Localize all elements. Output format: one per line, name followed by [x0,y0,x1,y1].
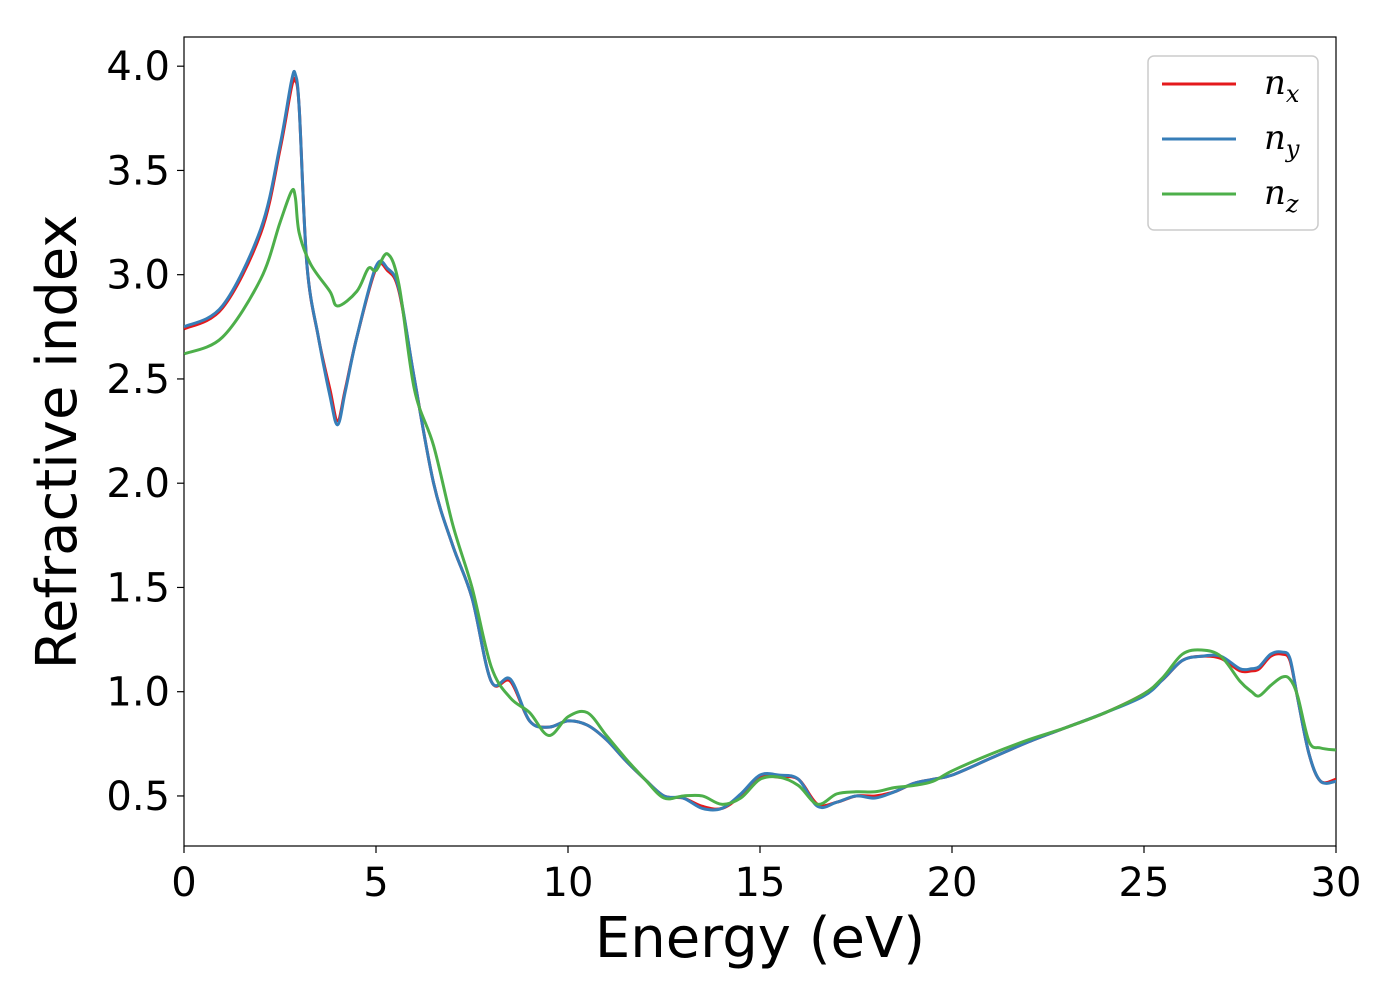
x-tick-label: 30 [1311,860,1362,906]
y-tick-label: 0.5 [106,774,170,820]
x-tick-label: 0 [171,860,196,906]
x-tick-label: 15 [735,860,786,906]
x-tick-label: 20 [927,860,978,906]
series-layer [184,69,1336,812]
series-line-n_y [184,69,1336,812]
series-line-n_z [184,188,1336,806]
y-tick-label: 3.0 [106,253,170,299]
y-tick-label: 1.0 [106,670,170,716]
y-tick-label: 1.5 [106,565,170,611]
y-axis-title: Refractive index [25,215,90,670]
x-tick-label: 25 [1119,860,1170,906]
plot-frame [183,36,1337,847]
x-axis: 0 5 10 15 20 25 30 [171,846,1361,906]
y-tick-label: 2.0 [106,461,170,507]
x-tick-label: 10 [543,860,594,906]
y-tick-label: 4.0 [106,44,170,90]
x-axis-title: Energy (eV) [595,906,925,971]
legend-label-n_y: ny [1264,118,1300,163]
legend-box [1147,55,1319,231]
y-tick-label: 3.5 [106,148,170,194]
x-tick-label: 5 [363,860,388,906]
y-axis: 0.5 1.0 1.5 2.0 2.5 3.0 3.5 4.0 [106,44,184,820]
y-tick-label: 2.5 [106,357,170,403]
